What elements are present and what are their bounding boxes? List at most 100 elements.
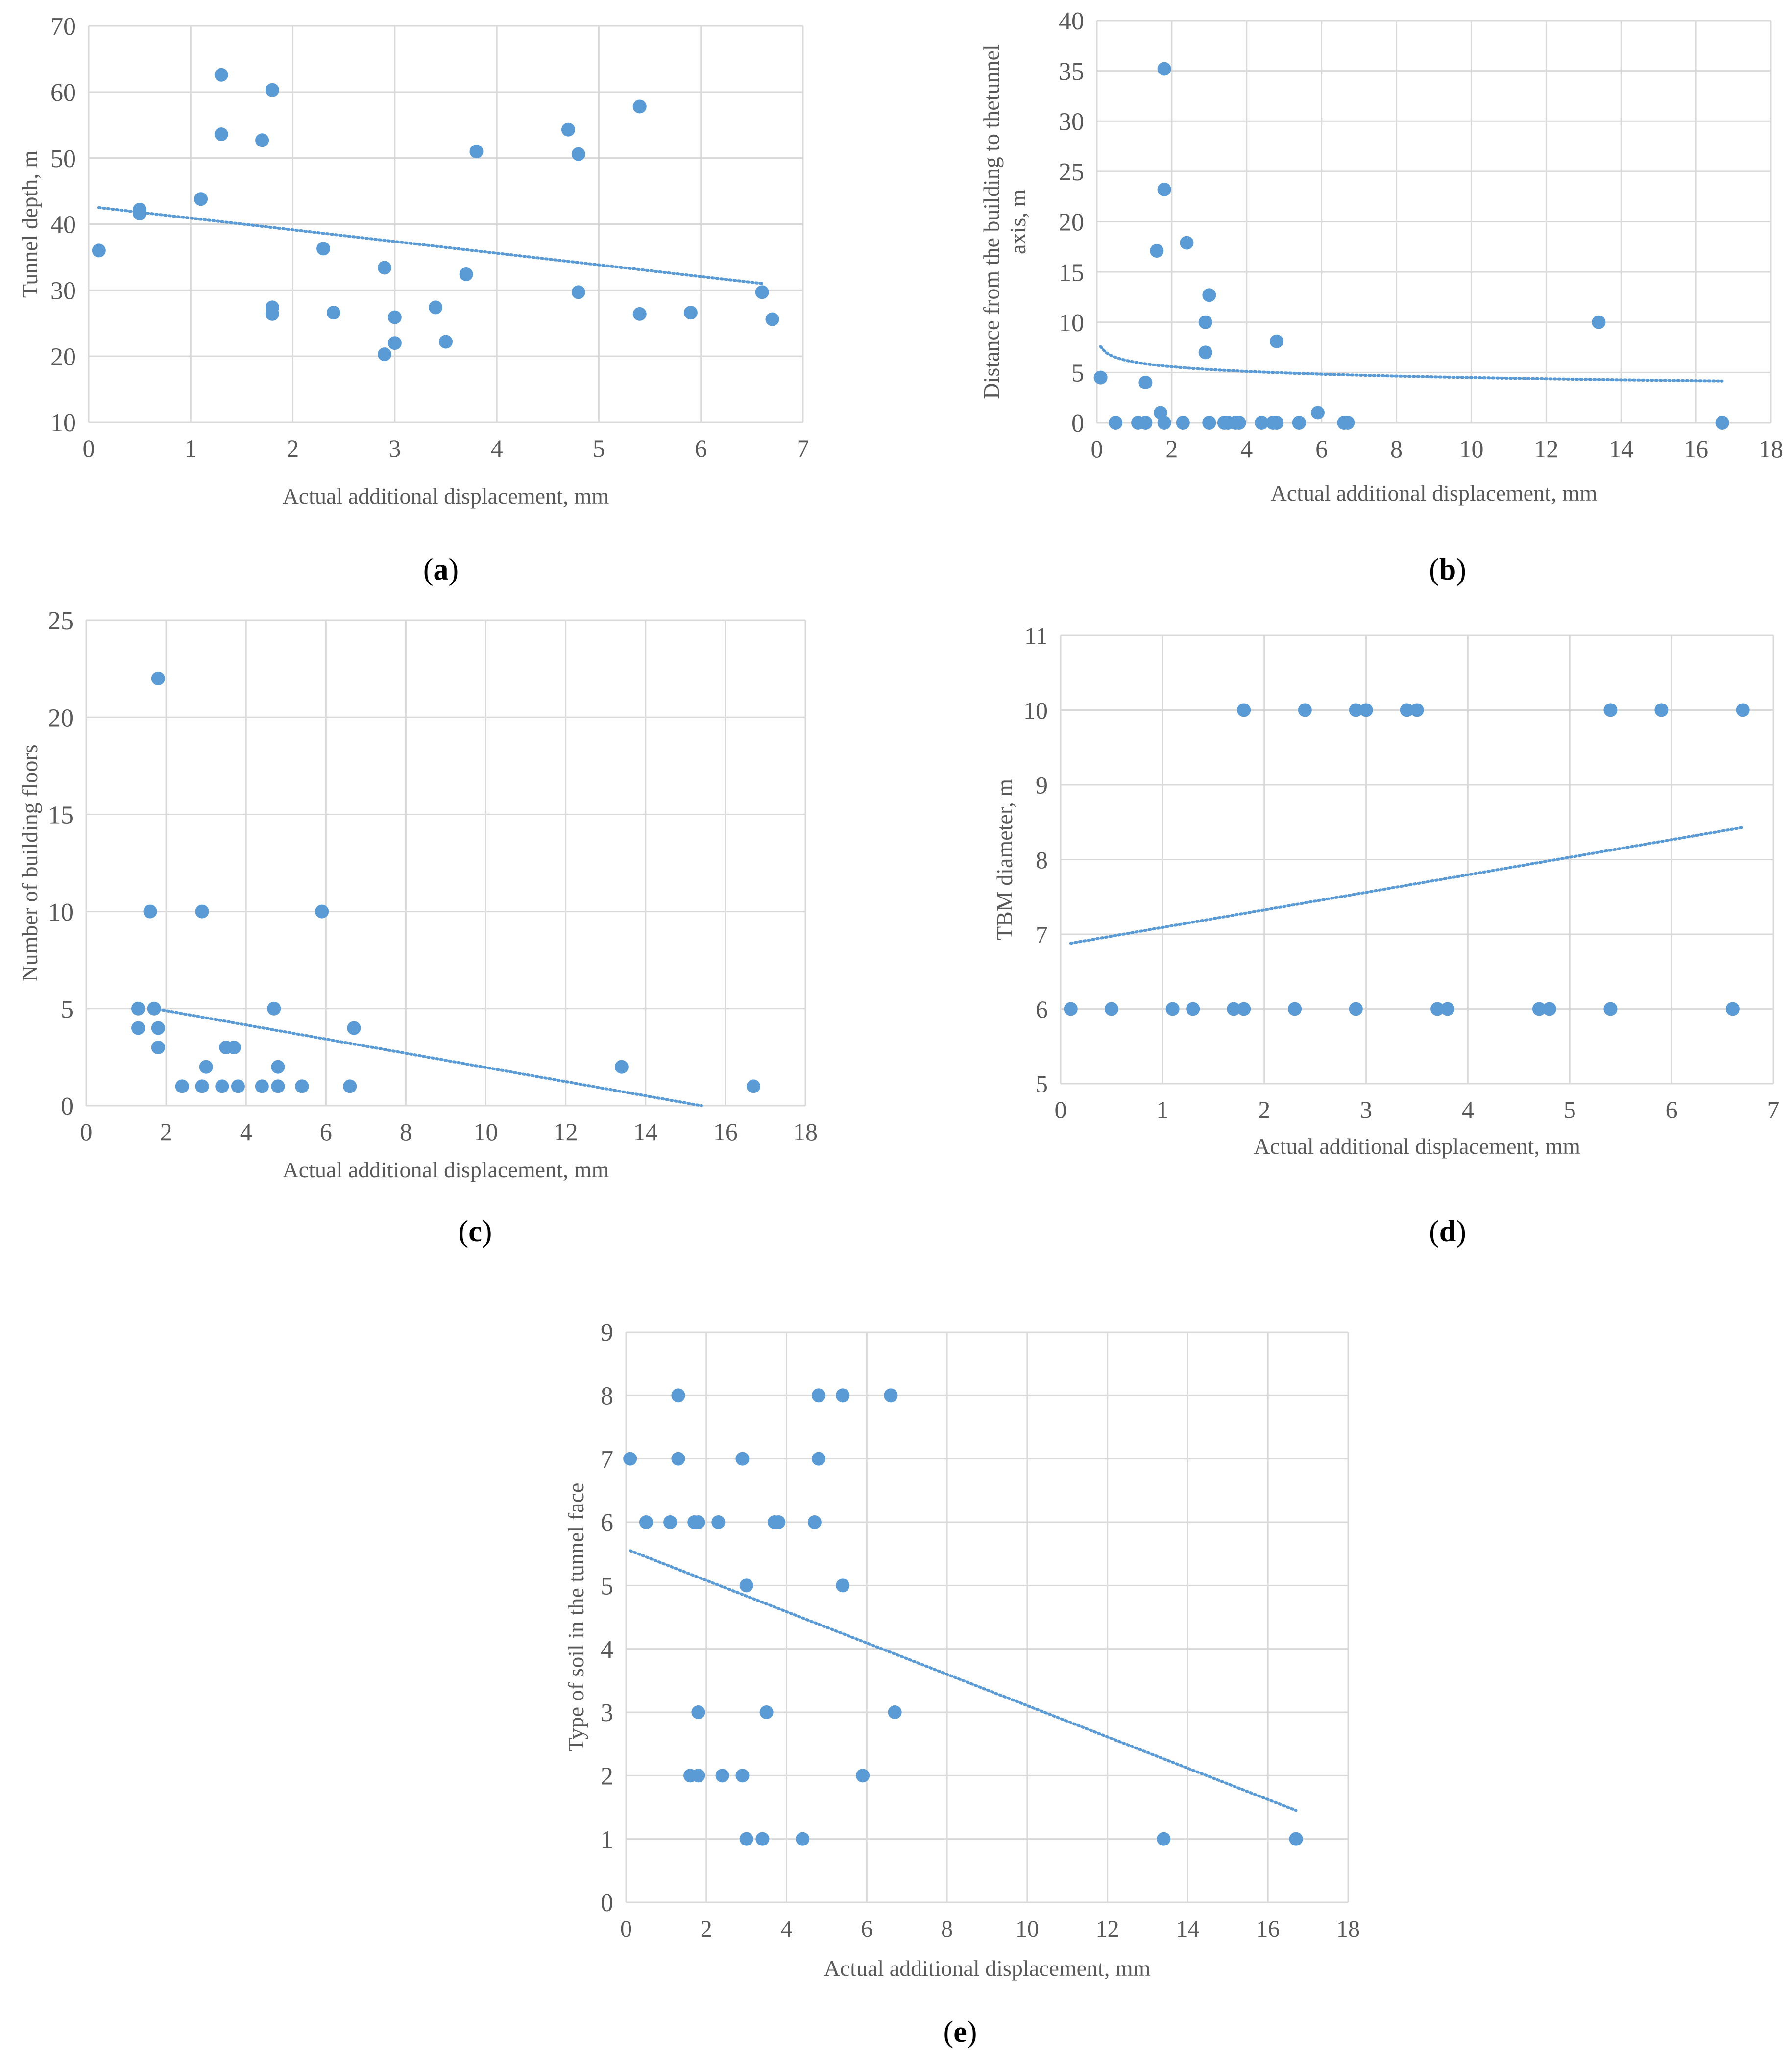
caption-letter: c <box>468 1215 482 1248</box>
y-tick-label: 0 <box>1071 410 1084 437</box>
x-tick-label: 14 <box>1176 1916 1199 1942</box>
caption-letter: d <box>1439 1215 1456 1248</box>
data-point <box>143 904 157 919</box>
y-tick-label: 5 <box>61 995 73 1023</box>
caption-b: (b) <box>1429 553 1466 586</box>
x-tick-label: 7 <box>1768 1096 1780 1123</box>
y-tick-label: 7 <box>601 1446 613 1474</box>
data-point <box>1237 703 1251 717</box>
x-tick-label: 10 <box>1016 1916 1039 1942</box>
data-point <box>295 1079 309 1093</box>
data-point <box>623 1452 637 1466</box>
y-tick-label: 6 <box>1036 995 1048 1023</box>
data-point <box>812 1452 826 1466</box>
data-point <box>796 1832 810 1846</box>
data-point <box>571 147 585 161</box>
x-tick-label: 18 <box>1759 435 1783 462</box>
data-point <box>1410 703 1424 717</box>
x-tick-labels: 0 2 4 6 8 10 12 14 16 18 <box>620 1916 1360 1942</box>
y-tick-label: 5 <box>1071 360 1084 388</box>
caption-e: (e) <box>944 2015 977 2049</box>
x-tick-label: 6 <box>1666 1096 1678 1123</box>
data-point <box>1349 1002 1363 1016</box>
data-point <box>639 1515 653 1529</box>
x-tick-label: 4 <box>781 1916 793 1942</box>
data-point <box>1311 406 1325 420</box>
data-point <box>1400 703 1414 717</box>
data-point <box>807 1515 822 1529</box>
x-tick-label: 3 <box>388 435 401 462</box>
y-tick-label: 20 <box>1059 209 1084 237</box>
caption-paren: ( <box>1429 1215 1439 1248</box>
y-tick-label: 8 <box>601 1383 613 1410</box>
caption-paren: ) <box>449 553 459 586</box>
x-axis-title: Actual additional displacement, mm <box>1271 481 1598 506</box>
x-tick-label: 8 <box>1390 435 1403 462</box>
data-point <box>614 1060 629 1074</box>
data-point <box>561 122 575 137</box>
y-tick-label: 1 <box>601 1826 613 1854</box>
x-tick-label: 8 <box>400 1118 412 1145</box>
y-tick-label: 40 <box>1059 7 1084 35</box>
data-points <box>623 1388 1303 1846</box>
caption-paren: ( <box>459 1215 469 1248</box>
data-point <box>683 306 698 320</box>
chart-c: 0 2 4 6 8 10 12 14 16 18 0 5 10 15 20 25 Actual addition… <box>17 607 818 1248</box>
data-point <box>1654 703 1669 717</box>
data-point <box>175 1079 189 1093</box>
x-tick-labels: 0 2 4 6 8 10 12 14 16 18 <box>1091 435 1784 462</box>
data-point <box>1542 1002 1556 1016</box>
x-tick-label: 12 <box>554 1118 578 1145</box>
data-point <box>1109 416 1123 430</box>
data-point <box>836 1388 850 1403</box>
data-point <box>1157 1832 1171 1846</box>
data-point <box>1064 1002 1078 1016</box>
x-tick-label: 6 <box>320 1118 332 1145</box>
data-point <box>691 1705 705 1719</box>
x-tick-label: 6 <box>861 1916 872 1942</box>
data-point <box>1725 1002 1740 1016</box>
y-tick-label: 50 <box>50 145 76 173</box>
data-point <box>429 300 443 315</box>
data-point <box>812 1388 826 1403</box>
data-point <box>884 1388 898 1403</box>
data-point <box>1298 703 1312 717</box>
x-tick-label: 14 <box>633 1118 658 1145</box>
caption-paren: ) <box>482 1215 492 1248</box>
data-point <box>1349 703 1363 717</box>
y-tick-label: 9 <box>601 1319 613 1347</box>
x-tick-label: 16 <box>1684 435 1708 462</box>
x-tick-label: 0 <box>80 1118 93 1145</box>
data-point <box>632 99 647 114</box>
data-point <box>711 1515 726 1529</box>
x-tick-label: 6 <box>695 435 707 462</box>
data-point <box>265 83 279 97</box>
caption-paren: ) <box>1456 553 1466 586</box>
data-point <box>739 1578 753 1593</box>
y-tick-labels: 0 1 2 3 4 5 6 7 8 9 <box>601 1319 613 1917</box>
y-tick-label: 6 <box>601 1509 613 1537</box>
x-tick-label: 4 <box>491 435 503 462</box>
data-point <box>759 1705 774 1719</box>
data-point <box>1430 1002 1445 1016</box>
y-tick-label: 4 <box>601 1636 613 1664</box>
y-tick-label: 3 <box>601 1699 613 1727</box>
x-tick-label: 2 <box>160 1118 172 1145</box>
y-axis-title: Number of building floors <box>17 744 42 981</box>
x-tick-label: 7 <box>797 435 809 462</box>
data-point <box>387 310 402 324</box>
data-point <box>632 307 647 321</box>
y-tick-label: 2 <box>601 1763 613 1791</box>
x-tick-label: 2 <box>287 435 299 462</box>
caption-c: (c) <box>459 1215 492 1248</box>
data-point <box>347 1021 361 1035</box>
data-point <box>195 904 209 919</box>
data-point <box>715 1769 729 1783</box>
data-point <box>1104 1002 1118 1016</box>
data-point <box>856 1769 870 1783</box>
x-tick-labels: 0 2 4 6 8 10 12 14 16 18 <box>80 1118 818 1145</box>
data-point <box>1232 416 1246 430</box>
x-tick-label: 0 <box>1091 435 1103 462</box>
data-point <box>459 267 473 281</box>
trendline <box>1069 825 1744 945</box>
